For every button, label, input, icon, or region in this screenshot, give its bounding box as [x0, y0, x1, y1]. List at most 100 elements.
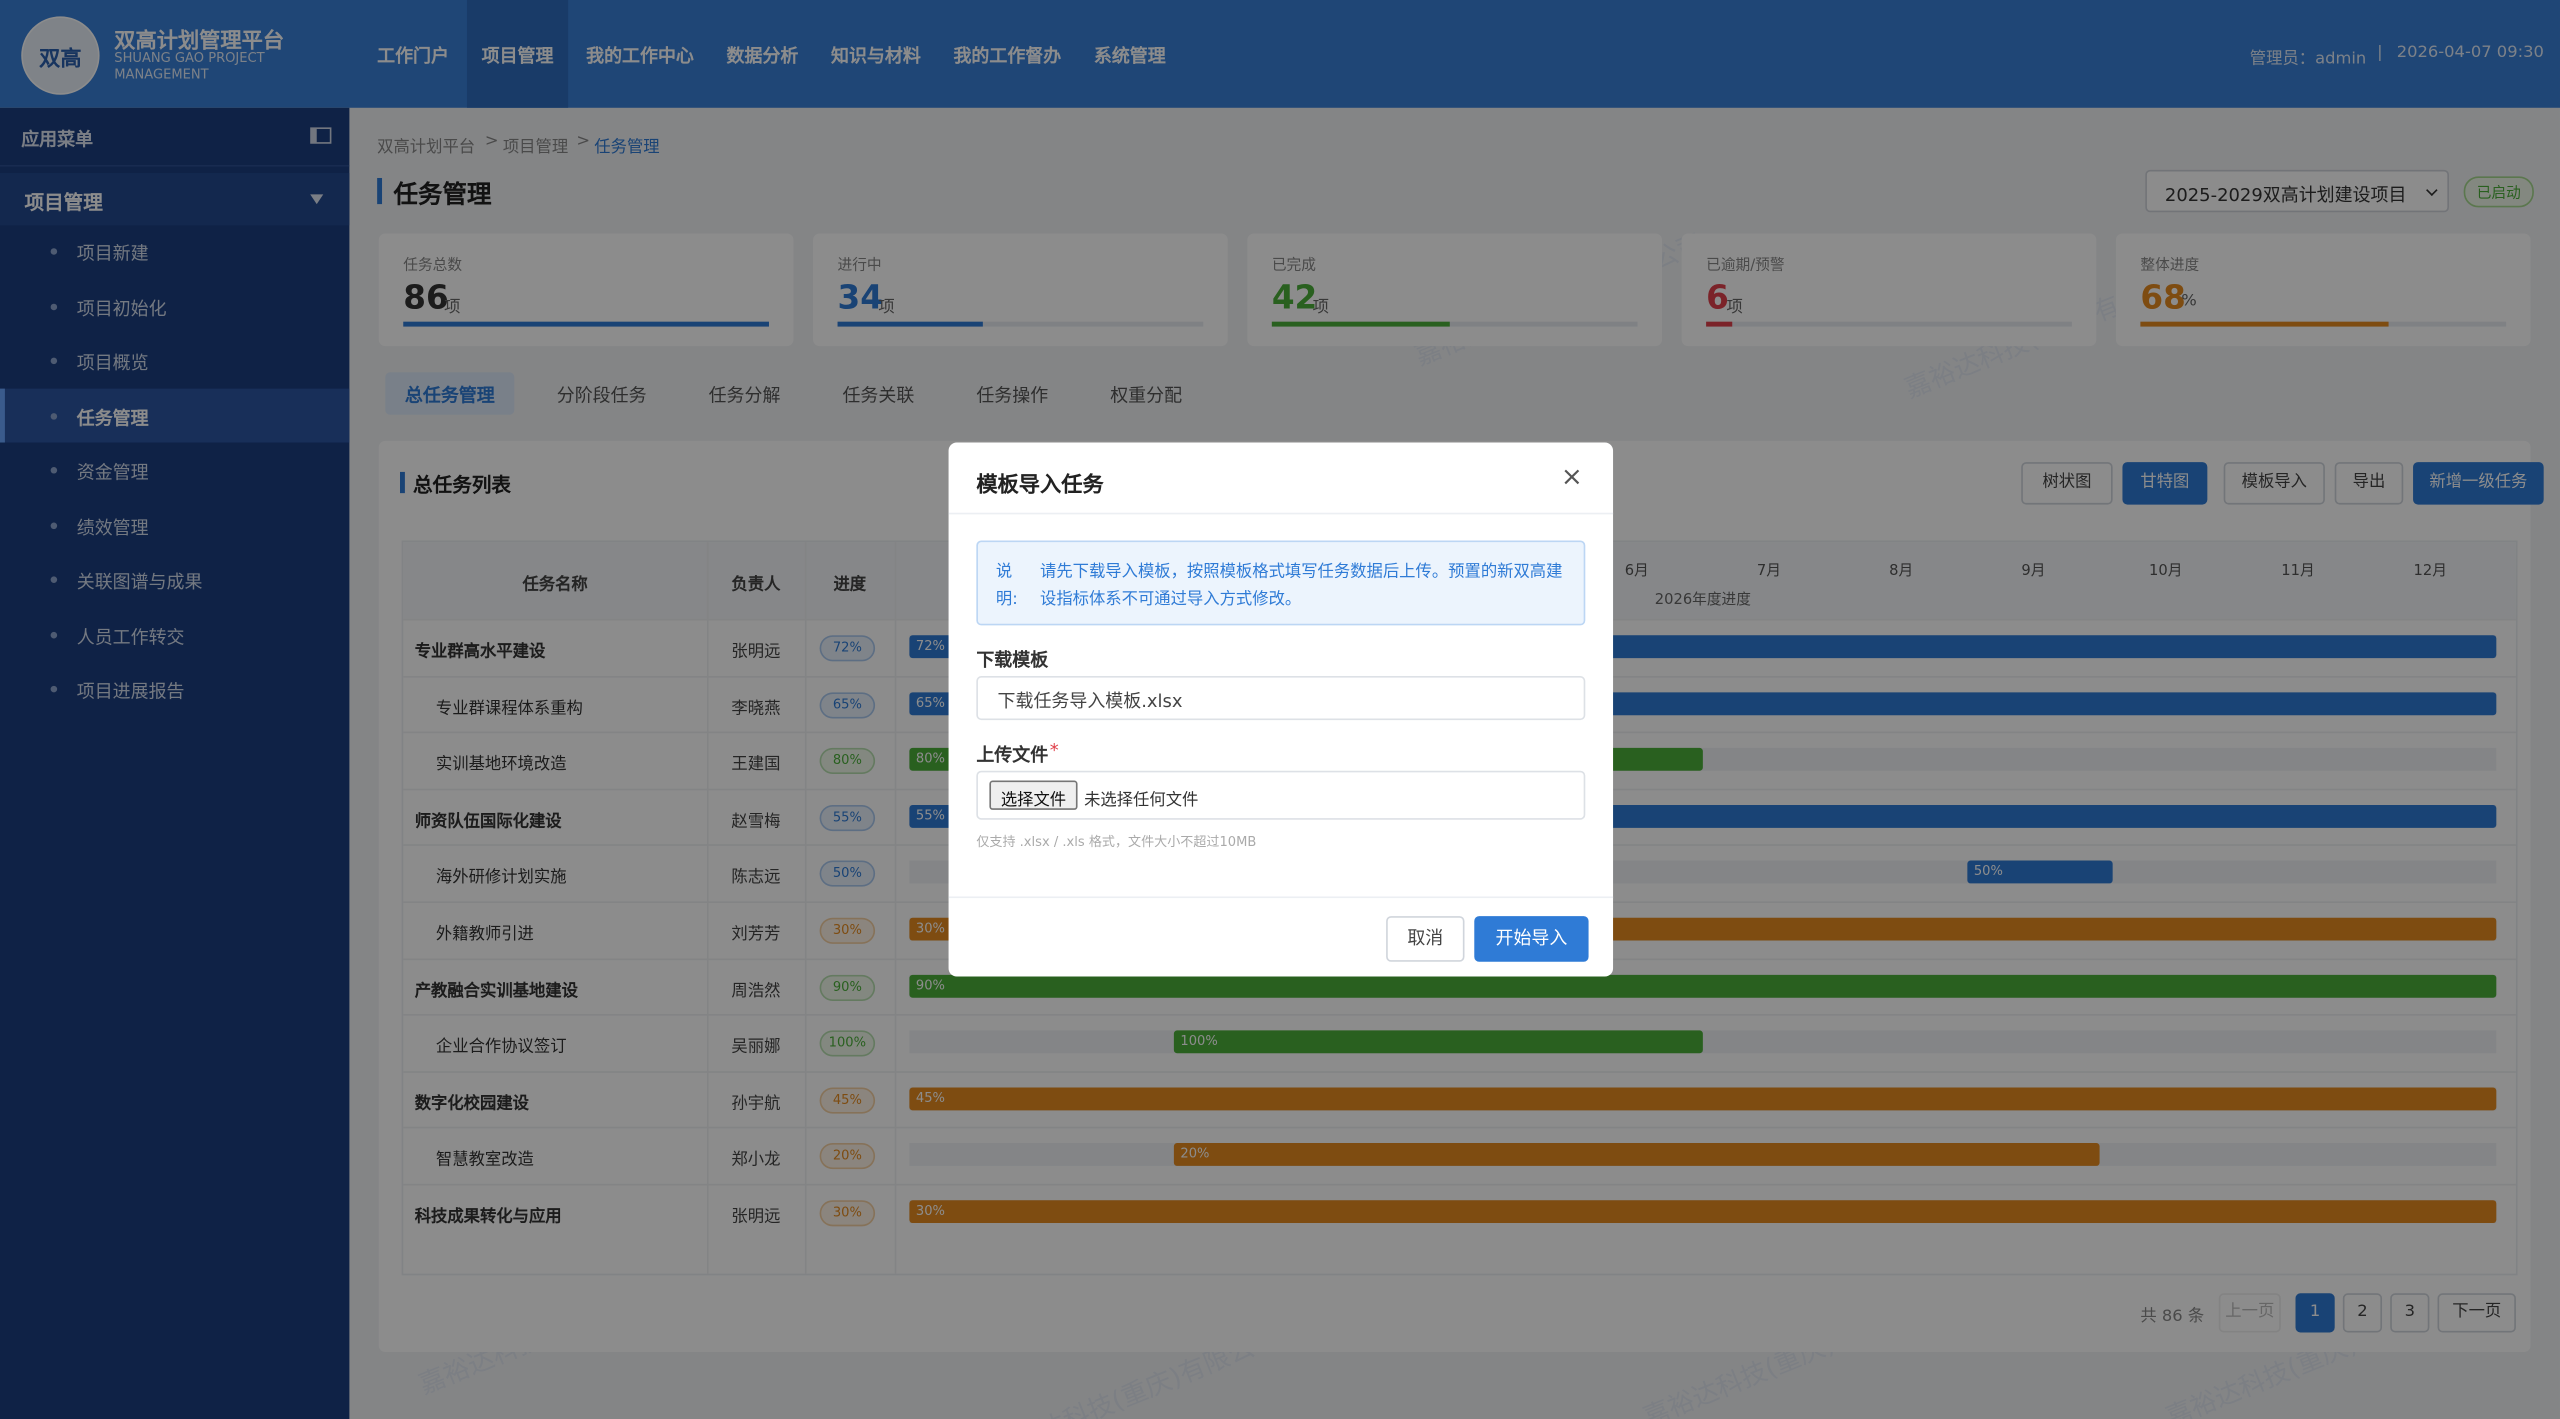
nav-item[interactable]: 数据分析 [712, 0, 813, 108]
nav-item[interactable]: 知识与材料 [816, 0, 935, 108]
modal-close[interactable]: × [1560, 460, 1583, 492]
toolbar-label: 导出 [2352, 473, 2386, 492]
expand-arrow [310, 194, 324, 205]
toolbar-button[interactable]: 导出 [2334, 462, 2404, 505]
breadcrumb-item: 任务管理 [594, 138, 660, 157]
note-label: 说明: [995, 563, 1018, 610]
progress-badge: 30% [819, 1200, 876, 1227]
next-page[interactable]: 下一页 [2437, 1293, 2516, 1333]
stat-card: 任务总数 86 项 [378, 233, 794, 347]
tab[interactable]: 分阶段任务 [537, 372, 666, 414]
stat-label: 整体进度 [2140, 257, 2200, 275]
nav-item[interactable]: 项目管理 [466, 0, 569, 108]
task-name[interactable]: 师资队伍国际化建设 [414, 812, 562, 831]
stat-value: 42 [1271, 277, 1318, 317]
task-name[interactable]: 海外研修计划实施 [435, 869, 567, 888]
task-name[interactable]: 外籍教师引进 [435, 925, 534, 944]
breadcrumb-item[interactable]: 项目管理 [502, 138, 569, 157]
bullet [50, 685, 58, 693]
stat-unit: % [2181, 292, 2197, 311]
stat-value: 68 [2140, 277, 2186, 317]
menu-item[interactable]: 关联图谱与成果 [0, 552, 349, 606]
file-button[interactable]: 选择文件 [989, 780, 1078, 810]
collapse-icon[interactable] [310, 127, 332, 144]
menu-label: 关联图谱与成果 [76, 571, 203, 593]
progress-badge: 72% [819, 635, 876, 662]
menu-label: 项目概览 [76, 352, 149, 374]
gantt-bar: 100% [1173, 1030, 1703, 1054]
toolbar-label: 树状图 [2042, 473, 2092, 492]
tab-label: 分阶段任务 [556, 385, 647, 407]
toolbar-button[interactable]: 模板导入 [2223, 462, 2325, 505]
task-name[interactable]: 专业群课程体系重构 [435, 699, 583, 718]
stat-card: 整体进度 68% [2115, 233, 2531, 347]
nav-item[interactable]: 我的工作督办 [939, 0, 1076, 108]
menu-label: 人员工作转交 [76, 626, 185, 648]
menu-item[interactable]: 项目初始化 [0, 278, 349, 332]
tab[interactable]: 总任务管理 [385, 372, 515, 415]
page-button-label: 2 [2357, 1303, 2368, 1322]
owner: 刘芳芳 [731, 925, 781, 944]
app-title: 双高计划管理平台 [114, 29, 285, 54]
task-name[interactable]: 实训基地环境改造 [435, 756, 567, 775]
gantt-bar: 20% [1173, 1143, 2100, 1167]
task-name[interactable]: 企业合作协议签订 [435, 1038, 567, 1057]
user: 管理员：admin [2249, 50, 2367, 69]
toolbar-button[interactable]: 新增一级任务 [2413, 462, 2544, 505]
cancel-button[interactable]: 取消 [1386, 916, 1465, 962]
menu-group[interactable]: 项目管理 [0, 173, 350, 226]
gantt-bar: 30% [909, 1200, 2497, 1224]
nav-item[interactable]: 我的工作中心 [571, 0, 708, 108]
page-button[interactable]: 2 [2342, 1293, 2383, 1333]
menu-item[interactable]: 绩效管理 [0, 497, 349, 551]
bullet [50, 357, 58, 365]
menu-item[interactable]: 资金管理 [0, 443, 349, 497]
tab[interactable]: 任务分解 [689, 372, 800, 414]
stat-value: 34 [837, 277, 884, 317]
import-modal: 模板导入任务 × 说明: 请先下载导入模板，按照模板格式填写任务数据后上传。预置的新双… [948, 442, 1614, 977]
menu-item[interactable]: 项目概览 [0, 333, 349, 387]
progress-badge: 80% [819, 748, 876, 775]
nav-item[interactable]: 系统管理 [1079, 0, 1180, 108]
stat-unit: 项 [1312, 298, 1329, 317]
owner: 赵雪梅 [731, 812, 781, 831]
owner: 王建国 [731, 756, 781, 775]
task-name[interactable]: 智慧教室改造 [435, 1151, 534, 1170]
toolbar-button[interactable]: 甘特图 [2122, 462, 2208, 505]
page-button[interactable]: 1 [2295, 1293, 2335, 1333]
project-select[interactable]: 2025-2029双高计划建设项目 [2145, 169, 2449, 213]
gantt-label: 50% [1973, 864, 2003, 880]
breadcrumb-item[interactable]: 双高计划平台 [377, 138, 476, 157]
menu-item[interactable]: 项目进展报告 [0, 661, 349, 715]
submit-button[interactable]: 开始导入 [1474, 916, 1589, 962]
month-label: 8月 [1889, 563, 1914, 580]
page-button[interactable]: 3 [2390, 1293, 2430, 1333]
toolbar-button[interactable]: 树状图 [2021, 462, 2113, 505]
gantt-label: 72% [915, 638, 945, 654]
stat-bar [2140, 321, 2390, 327]
tab[interactable]: 任务关联 [823, 372, 934, 414]
menu-item[interactable]: 任务管理 [0, 387, 350, 442]
download-link[interactable]: 下载任务导入模板.xlsx [976, 676, 1586, 721]
row-divider [403, 1070, 2516, 1073]
tab[interactable]: 权重分配 [1091, 372, 1202, 414]
modal-title: 模板导入任务 [976, 473, 1104, 499]
month-label: 12月 [2413, 563, 2447, 580]
task-name[interactable]: 数字化校园建设 [414, 1095, 529, 1114]
task-name[interactable]: 科技成果转化与应用 [414, 1208, 562, 1227]
menu-item[interactable]: 人员工作转交 [0, 607, 349, 661]
modal-header-divider [948, 512, 1614, 515]
tab[interactable]: 任务操作 [957, 372, 1068, 414]
bullet [50, 521, 58, 529]
progress-badge: 50% [819, 861, 876, 888]
prev-page-label: 上一页 [2225, 1303, 2275, 1322]
stat-card: 已逾期/预警 6 项 [1681, 233, 2097, 347]
status-badge: 已启动 [2463, 176, 2534, 208]
task-name[interactable]: 专业群高水平建设 [414, 643, 546, 662]
menu-item[interactable]: 项目新建 [0, 224, 349, 278]
section-title: 总任务列表 [413, 473, 512, 497]
month-label: 6月 [1624, 563, 1649, 580]
task-name[interactable]: 产教融合实训基地建设 [414, 982, 578, 1001]
nav-item[interactable]: 工作门户 [362, 0, 463, 108]
